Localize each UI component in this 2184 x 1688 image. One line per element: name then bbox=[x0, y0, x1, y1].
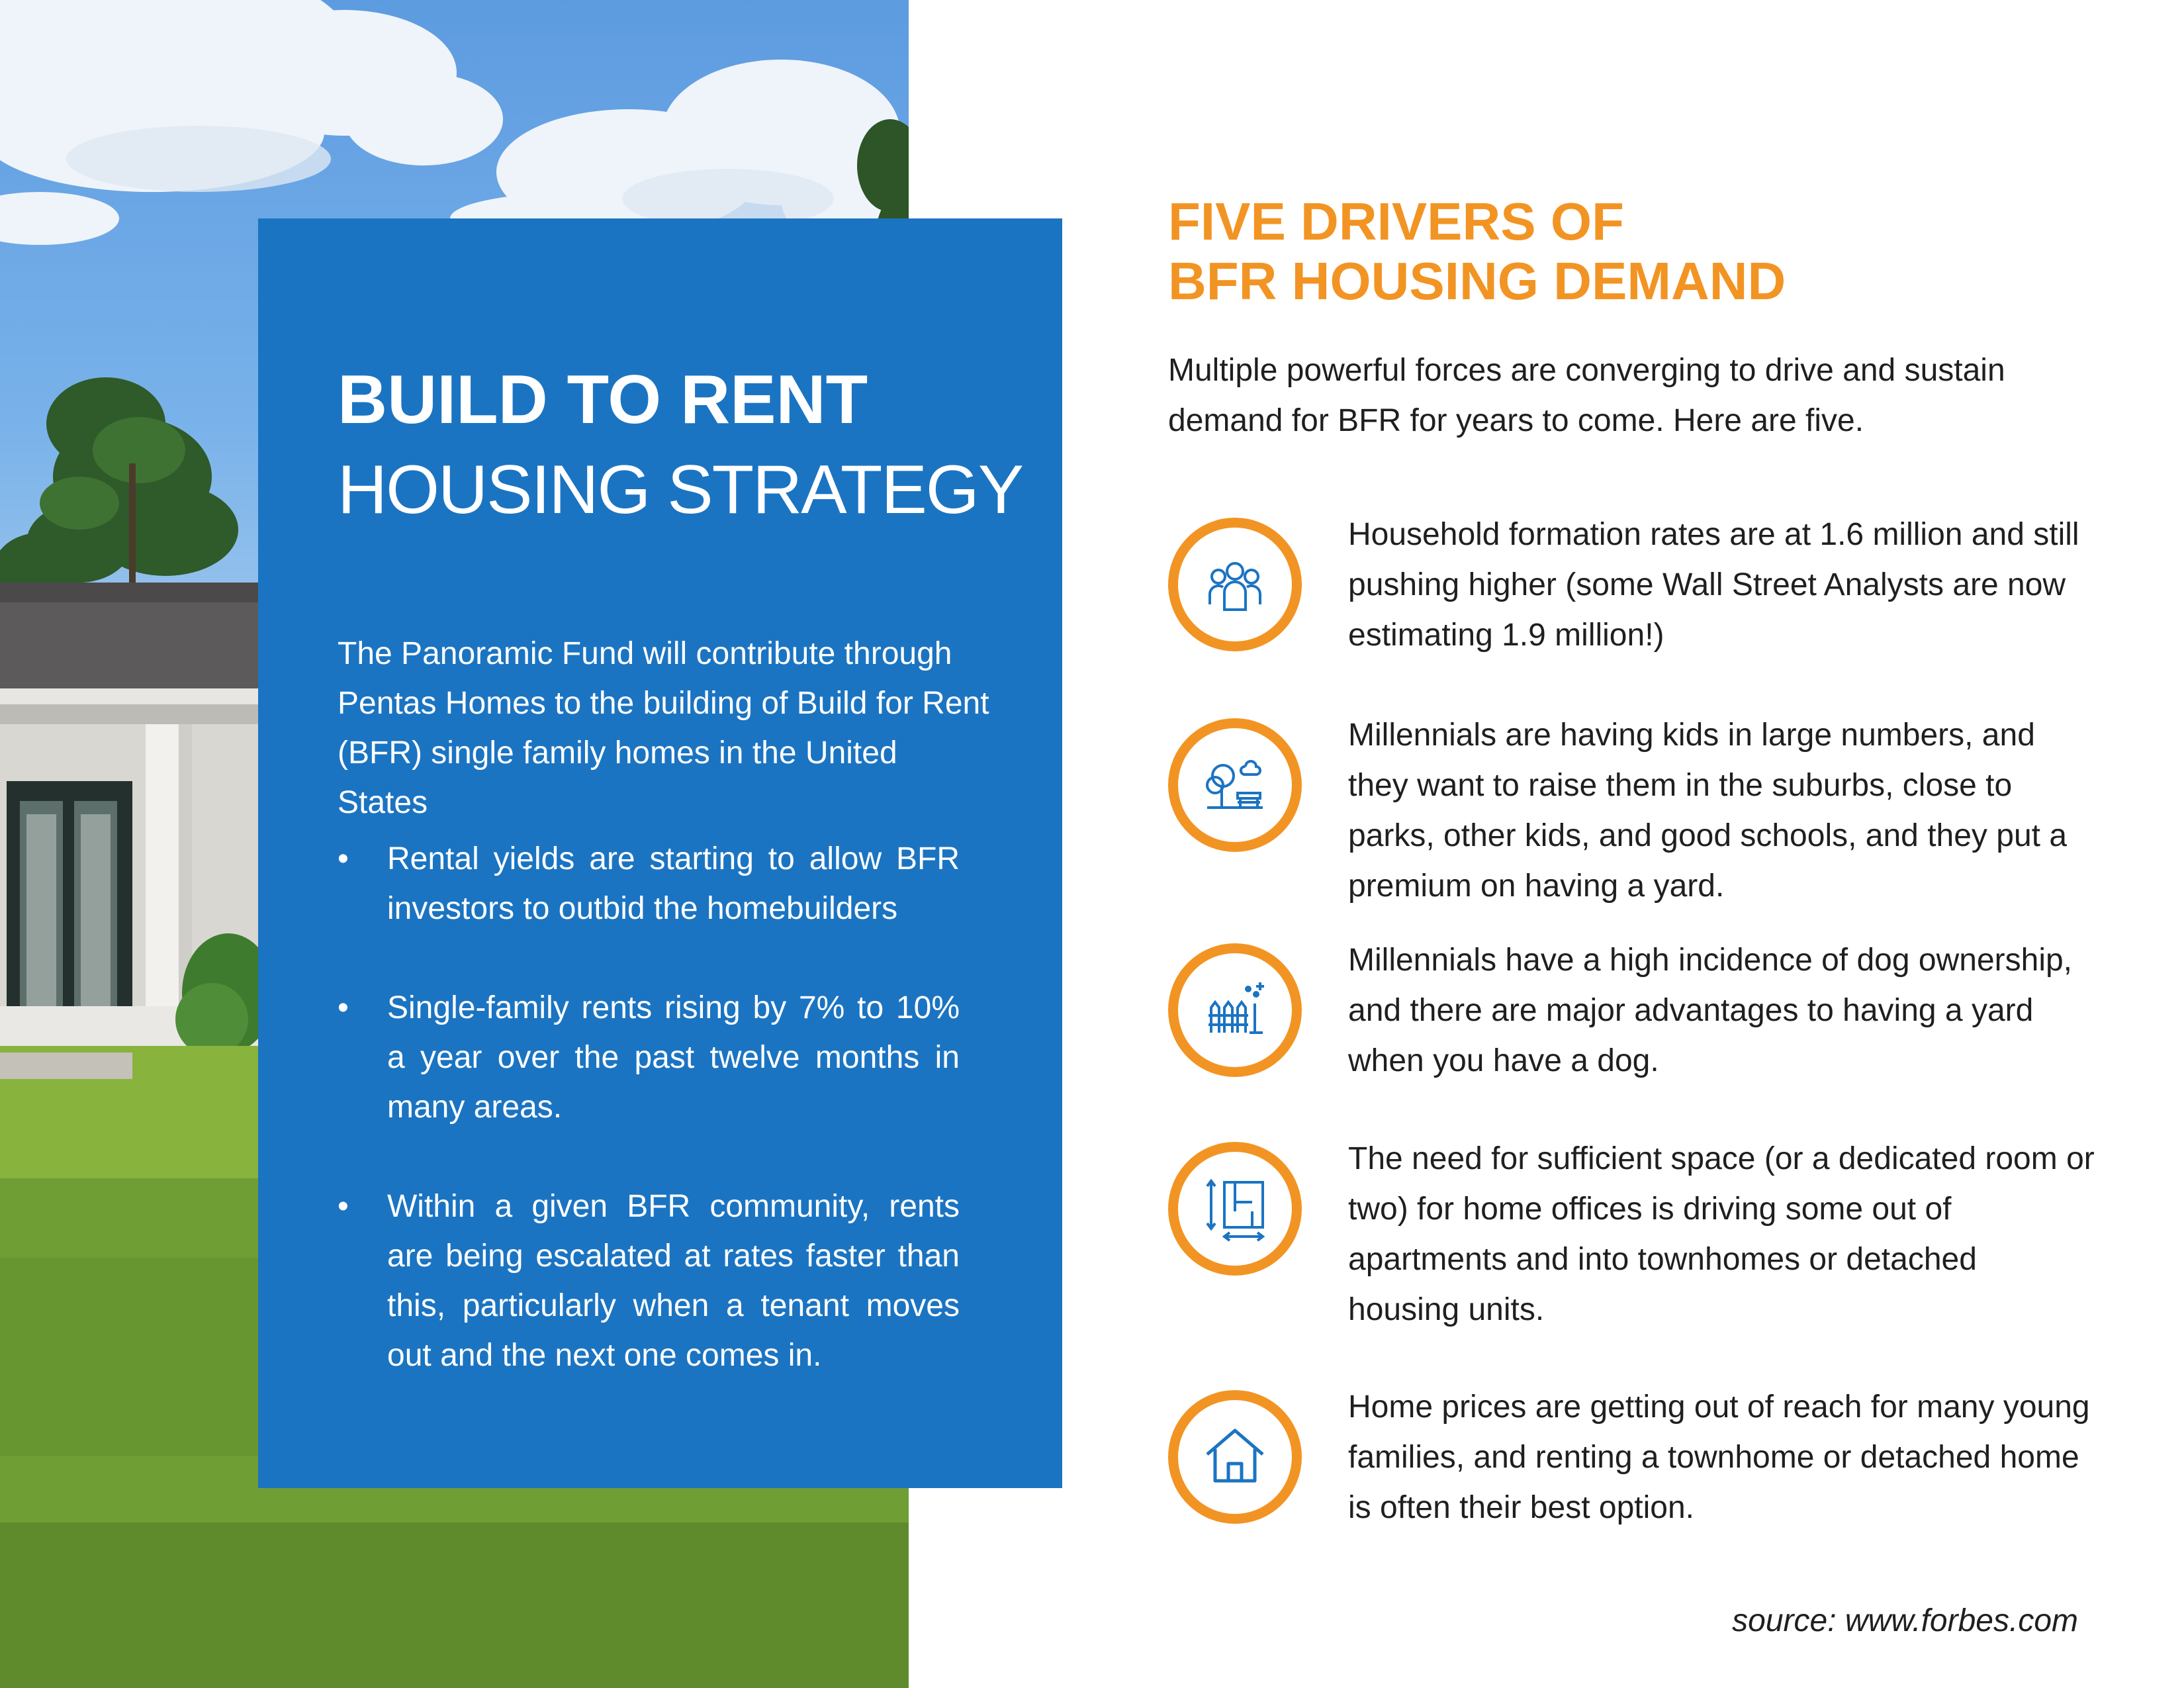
yard-fence-icon bbox=[1168, 943, 1302, 1077]
driver-text: Household formation rates are at 1.6 mil… bbox=[1348, 517, 2079, 653]
driver-text: The need for sufficient space (or a dedi… bbox=[1348, 1141, 2095, 1327]
floor-plan-icon bbox=[1168, 1142, 1302, 1276]
card-subtitle: HOUSING STRATEGY bbox=[338, 451, 1024, 528]
drivers-heading-line-1: FIVE DRIVERS OF bbox=[1168, 192, 1624, 251]
list-item: • Single-family rents rising by 7% to 10%… bbox=[338, 983, 960, 1132]
card-title: BUILD TO RENT bbox=[338, 361, 868, 438]
driver-text: Millennials have a high incidence of dog… bbox=[1348, 943, 2073, 1078]
card-bullet-list: • Rental yields are starting to allow BFR… bbox=[338, 834, 960, 1430]
card-intro-text: The Panoramic Fund will contribute throu… bbox=[338, 636, 989, 820]
drivers-heading: FIVE DRIVERS OF BFR HOUSING DEMAND bbox=[1168, 192, 1786, 311]
bullet-text: Within a given BFR community, rents are … bbox=[387, 1189, 960, 1373]
house-icon bbox=[1168, 1390, 1302, 1524]
park-icon bbox=[1168, 718, 1302, 852]
list-item: • Rental yields are starting to allow BFR… bbox=[338, 834, 960, 933]
drivers-lead-text: Multiple powerful forces are converging … bbox=[1168, 353, 2005, 438]
bullet-text: Single-family rents rising by 7% to 10% … bbox=[387, 990, 960, 1125]
bullet-dot-icon: • bbox=[338, 841, 349, 876]
bullet-dot-icon: • bbox=[338, 990, 349, 1025]
bullet-dot-icon: • bbox=[338, 1189, 349, 1224]
strategy-card: BUILD TO RENT HOUSING STRATEGY The Panor… bbox=[258, 218, 1062, 1488]
driver-text: Millennials are having kids in large num… bbox=[1348, 718, 2068, 904]
driver-text: Home prices are getting out of reach for… bbox=[1348, 1389, 2090, 1525]
bullet-text: Rental yields are starting to allow BFR … bbox=[387, 841, 960, 926]
list-item: • Within a given BFR community, rents are… bbox=[338, 1182, 960, 1380]
source-citation: source: www.forbes.com bbox=[1732, 1603, 2078, 1638]
drivers-heading-line-2: BFR HOUSING DEMAND bbox=[1168, 252, 1786, 310]
people-group-icon bbox=[1168, 518, 1302, 651]
